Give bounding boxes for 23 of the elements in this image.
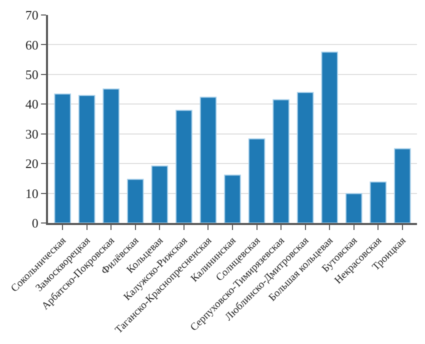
bar <box>200 96 217 223</box>
bar <box>370 181 387 223</box>
y-tick-label: 60 <box>25 37 38 52</box>
bar <box>127 178 144 223</box>
bar <box>394 148 411 223</box>
y-tick-label: 20 <box>25 156 38 172</box>
y-tick-label: 0 <box>32 216 38 231</box>
bar <box>345 193 362 223</box>
bar <box>78 95 96 223</box>
bar <box>272 99 290 223</box>
bar <box>224 174 241 223</box>
y-tick-label: 40 <box>25 96 38 112</box>
bar <box>321 52 338 223</box>
y-tick-label: 50 <box>25 66 38 82</box>
bar <box>176 110 192 223</box>
bar <box>248 138 266 223</box>
bar <box>151 165 168 223</box>
bar <box>102 88 120 223</box>
bar <box>54 94 71 223</box>
y-tick-label: 10 <box>25 186 38 201</box>
bar <box>296 92 314 223</box>
y-tick-label: 30 <box>25 126 38 142</box>
y-tick-label: 70 <box>25 8 38 23</box>
